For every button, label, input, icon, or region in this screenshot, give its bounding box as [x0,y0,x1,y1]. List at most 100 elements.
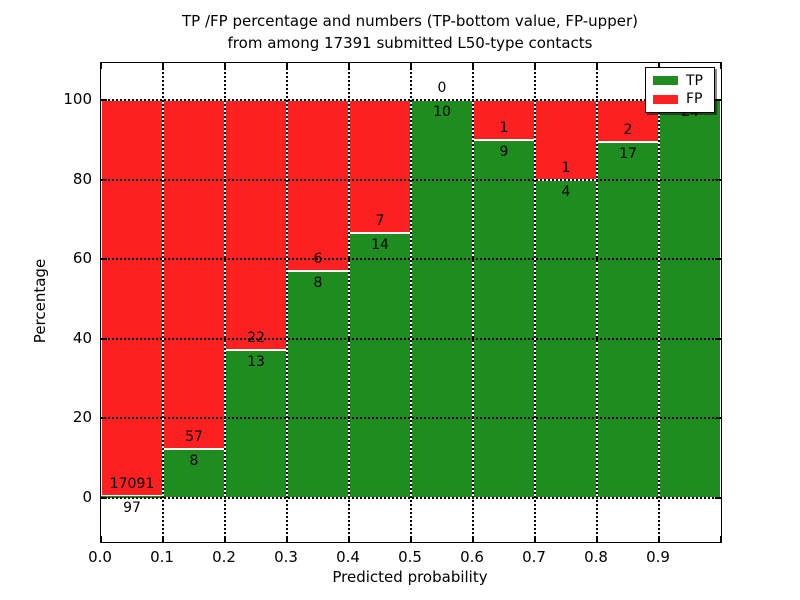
y-tick-label: 80 [72,169,92,188]
y-tick-label: 40 [72,328,92,347]
tick-mark-bottom [534,536,536,542]
fp-color-swatch [653,94,678,104]
bar-value-label-fp: 2 [623,121,633,138]
tick-mark-right [715,178,721,181]
bar-value-label-tp: 4 [561,183,571,200]
tick-mark-top [658,63,660,69]
bar-value-label-fp: 0 [437,80,447,96]
legend-label-tp: TP [686,72,703,89]
gridline-vertical [224,63,226,542]
x-tick-label: 0.0 [88,548,112,566]
tick-mark-bottom [348,536,350,542]
legend-item-tp: TP [653,73,707,89]
y-tick-label: 60 [72,249,92,268]
bar-segment-tp [473,139,535,498]
bar-segment-tp [287,270,349,498]
y-tick-label: 20 [72,408,92,427]
tick-mark-left [101,99,107,101]
gridline-vertical [410,63,412,542]
x-tick-label: 0.5 [398,548,422,566]
x-tick-label: 0.2 [212,548,236,566]
bar-value-label-tp: 10 [433,104,451,120]
y-tick-label: 0 [82,488,92,506]
gridline-vertical [286,63,288,542]
gridline-vertical [596,63,598,542]
tick-mark-bottom [410,536,412,542]
tick-mark-right [715,417,721,420]
tick-mark-bottom [472,536,474,542]
bar-value-label-fp: 57 [185,429,203,445]
plot-area: 1709197578221368714010191421724 [100,62,722,543]
gridline-vertical [658,63,660,542]
bar-value-label-fp: 6 [313,250,323,267]
bar-value-label-tp: 17 [619,145,637,162]
legend-label-fp: FP [686,91,703,108]
tick-mark-left [101,178,107,181]
bar-segment-tp [659,100,721,498]
tick-mark-right [715,497,721,499]
tick-mark-bottom [162,536,164,542]
bar-segment-tp [225,350,287,498]
bar-value-label-fp: 7 [375,212,385,229]
bar-segment-tp [101,495,163,498]
gridline-vertical [348,63,350,542]
bar-value-label-tp: 13 [247,354,265,371]
bar-segment-fp [287,100,349,271]
bar-value-label-tp: 8 [189,453,199,469]
tick-mark-top [410,63,412,69]
bar-segment-fp [163,100,225,449]
gridline-horizontal [101,417,721,420]
tick-mark-bottom [658,536,660,542]
gridline-horizontal [101,258,721,261]
tick-mark-top [534,63,536,69]
y-axis-label: Percentage [31,258,49,344]
x-tick-label: 0.8 [584,548,608,566]
bar-value-label-fp: 17091 [109,475,155,492]
bar-value-label-tp: 8 [313,274,323,291]
tick-mark-bottom [224,536,226,542]
bar-value-label-fp: 22 [247,330,265,347]
gridline-horizontal [101,99,721,101]
tick-mark-right [715,338,721,340]
tick-mark-left [101,497,107,499]
bar-value-label-tp: 97 [123,499,141,516]
bar-segment-fp [349,100,411,233]
bar-segment-fp [225,100,287,351]
tick-mark-bottom [596,536,598,542]
tick-mark-top [224,63,226,69]
tick-mark-top [286,63,288,69]
x-axis-label: Predicted probability [332,568,488,586]
bar-value-label-fp: 1 [561,159,571,176]
gridline-vertical [472,63,474,542]
tick-mark-left [101,417,107,420]
tick-mark-top [472,63,474,69]
tick-mark-top [100,63,102,69]
bar-segment-tp [411,100,473,498]
x-tick-label: 0.4 [336,548,360,566]
tick-mark-bottom [100,536,102,542]
x-tick-label: 0.3 [274,548,298,566]
y-tick-label: 100 [63,90,92,108]
tick-mark-right [715,258,721,260]
tick-mark-top [162,63,164,69]
tick-mark-bottom [720,536,722,542]
tick-mark-left [101,338,107,340]
gridline-horizontal [101,497,721,499]
gridline-horizontal [101,178,721,181]
bar-segment-tp [597,141,659,498]
tick-mark-top [348,63,350,69]
bar-value-label-tp: 14 [371,236,389,253]
tick-mark-top [596,63,598,69]
legend: TP FP [645,67,715,113]
chart-title-line2: from among 17391 submitted L50-type cont… [227,34,593,52]
gridline-vertical [534,63,536,542]
legend-item-fp: FP [653,91,707,107]
x-tick-label: 0.7 [522,548,546,566]
tick-mark-top [720,63,722,69]
bar-segment-tp [349,232,411,498]
x-tick-label: 0.9 [646,548,670,566]
chart-title-line1: TP /FP percentage and numbers (TP-bottom… [182,12,638,30]
tick-mark-left [101,258,107,260]
tick-mark-bottom [286,536,288,542]
